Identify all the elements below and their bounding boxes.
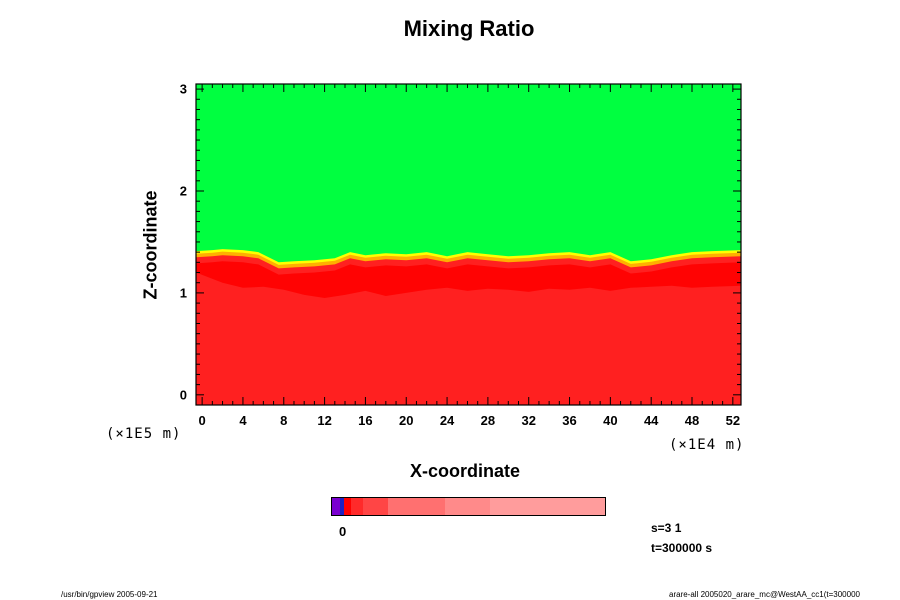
colorbar-segment — [339, 498, 345, 515]
y-tick-label: 3 — [179, 81, 187, 97]
footer-left: /usr/bin/gpview 2005-09-21 — [61, 590, 158, 599]
x-tick-label: 20 — [399, 413, 414, 428]
x-tick-label: 52 — [725, 413, 741, 428]
x-tick-label: 40 — [603, 413, 618, 428]
x-tick-label: 12 — [317, 413, 332, 428]
y-tick-label: 0 — [179, 387, 187, 403]
chart-title: Mixing Ratio — [403, 16, 535, 41]
x-tick-label: 24 — [439, 413, 455, 428]
plot-frame — [195, 83, 742, 406]
x-tick-label: 8 — [280, 413, 288, 428]
y-axis-unit: (×1E5 m) — [106, 426, 182, 442]
colorbar-tick-label: 0 — [339, 524, 347, 539]
x-tick-label: 28 — [480, 413, 496, 428]
colorbar-segment — [332, 498, 340, 515]
x-tick-label: 44 — [643, 413, 659, 428]
x-tick-label: 36 — [562, 413, 577, 428]
t-label: t=300000 s — [651, 541, 713, 555]
footer-right: arare-all 2005020_arare_mc@WestAA_cc1(t=… — [669, 590, 860, 599]
colorbar-segment — [362, 498, 388, 515]
x-axis-label: X-coordinate — [410, 461, 521, 481]
x-tick-label: 4 — [239, 413, 247, 428]
x-tick-label: 16 — [358, 413, 373, 428]
region-mixing-band — [196, 261, 741, 298]
colorbar-segment — [444, 498, 491, 515]
colorbar-segment — [344, 498, 352, 515]
y-tick-label: 2 — [179, 183, 187, 199]
x-tick-label: 48 — [684, 413, 700, 428]
colorbar-segment — [351, 498, 363, 515]
x-tick-label: 32 — [521, 413, 536, 428]
s-label: s=3 1 — [651, 521, 682, 535]
colorbar-segment — [490, 498, 605, 515]
y-tick-label: 1 — [179, 285, 187, 301]
colorbar-segment — [388, 498, 445, 515]
colorbar — [331, 497, 606, 516]
x-tick-label: 0 — [198, 413, 206, 428]
x-axis-unit: (×1E4 m) — [669, 437, 745, 453]
